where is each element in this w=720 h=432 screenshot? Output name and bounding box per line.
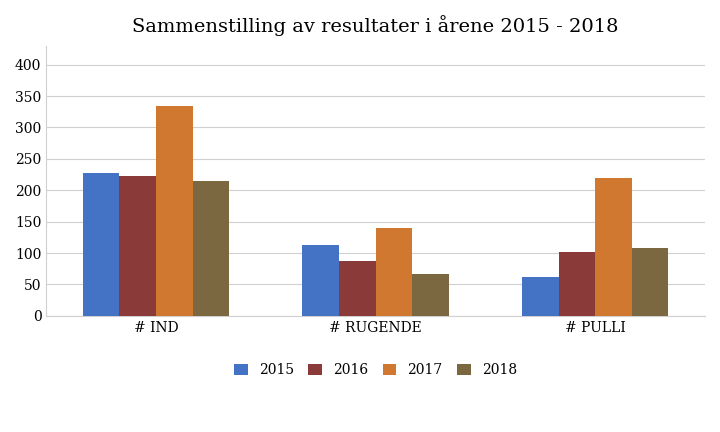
Bar — [632, 248, 668, 316]
Bar — [522, 277, 559, 316]
Bar — [595, 178, 632, 316]
Bar — [302, 245, 339, 316]
Legend: 2015, 2016, 2017, 2018: 2015, 2016, 2017, 2018 — [229, 358, 522, 383]
Bar — [83, 173, 120, 316]
Bar — [156, 106, 193, 316]
Bar — [376, 228, 413, 316]
Bar — [120, 176, 156, 316]
Bar — [413, 274, 449, 316]
Bar — [193, 181, 229, 316]
Bar — [559, 252, 595, 316]
Title: Sammenstilling av resultater i årene 2015 - 2018: Sammenstilling av resultater i årene 201… — [132, 15, 619, 36]
Bar — [339, 260, 376, 316]
